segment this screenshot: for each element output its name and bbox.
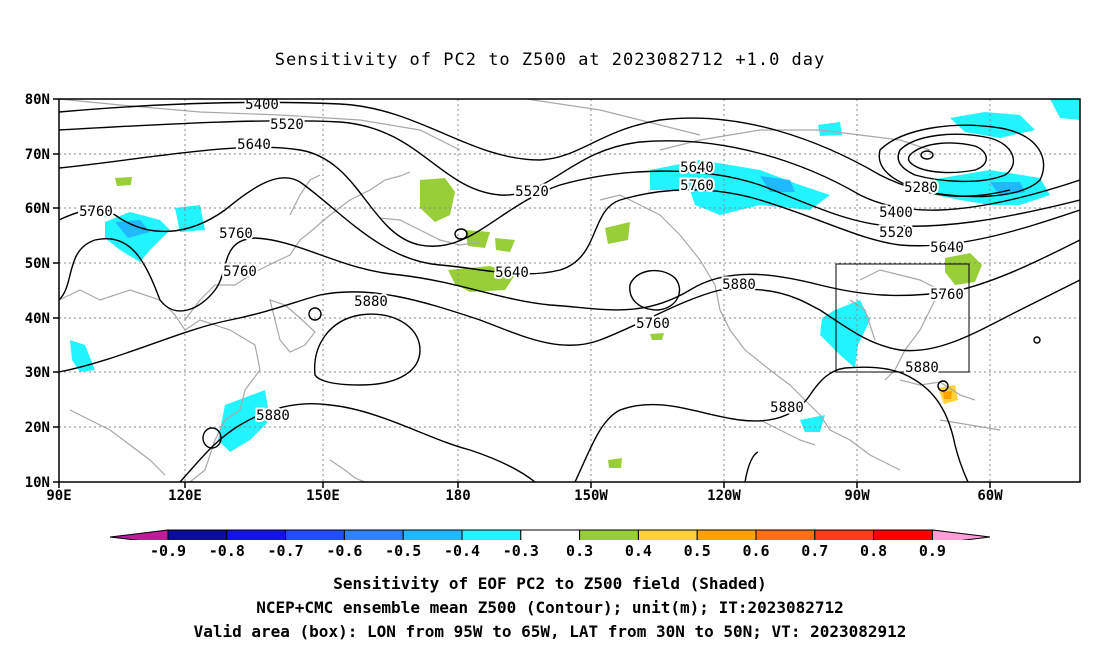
z500-contours: [59, 101, 1080, 482]
contour-label: 5280: [904, 180, 938, 196]
colorbar-swatch: [637, 529, 698, 540]
colorbar-high-arrow: [931, 529, 991, 540]
lat-label: 10N: [25, 475, 50, 491]
contour-label: 5400: [245, 97, 279, 113]
colorbar-swatch: [579, 529, 639, 540]
colorbar: [109, 529, 991, 540]
lon-label: 180: [445, 488, 470, 504]
contour-label: 5760: [223, 264, 257, 280]
sensitivity-map: 5400 5520 5640 5760 5760 5760 5520 5640 …: [25, 92, 1081, 540]
colorbar-swatch: [226, 529, 287, 540]
colorbar-tick-label: -0.3: [502, 542, 539, 560]
lat-label: 20N: [25, 420, 50, 436]
colorbar-swatch: [285, 529, 345, 540]
colorbar-tick-label: -0.9: [149, 542, 187, 560]
contour-label: 5760: [79, 204, 113, 220]
contour-label: 5760: [930, 287, 964, 303]
colorbar-swatch: [755, 529, 816, 540]
contour-label: 5400: [879, 205, 913, 221]
contour-label: 5640: [680, 160, 714, 176]
colorbar-tick-label: 0.5: [683, 542, 711, 560]
lon-label: 60W: [977, 488, 1003, 504]
contour-label: 5640: [237, 137, 271, 153]
colorbar-tick-label: 0.3: [566, 542, 594, 560]
contour-label: 5520: [270, 117, 304, 133]
colorbar-swatch: [343, 529, 404, 540]
map-title: Sensitivity of PC2 to Z500 at 2023082712…: [274, 50, 826, 70]
lon-label: 120E: [168, 488, 202, 504]
lat-label: 50N: [25, 256, 50, 272]
contour-label: 5880: [722, 277, 756, 293]
contour-label: 5760: [219, 226, 253, 242]
lat-label: 80N: [25, 92, 50, 108]
colorbar-tick-label: 0.7: [801, 542, 829, 560]
contour-label: 5760: [636, 316, 670, 332]
lat-label: 40N: [25, 311, 50, 327]
map-frame: [58, 98, 1081, 483]
contour-label: 5760: [680, 178, 714, 194]
colorbar-tick-label: -0.5: [385, 542, 422, 560]
graticule: [59, 99, 1080, 482]
axis-ticks: [53, 98, 991, 488]
lon-label: 150W: [574, 488, 608, 504]
colorbar-tick-label: -0.8: [208, 542, 245, 560]
colorbar-tick-label: 0.6: [742, 542, 770, 560]
colorbar-swatch: [461, 529, 522, 540]
colorbar-tick-label: 0.9: [918, 542, 946, 560]
lon-label: 90E: [46, 488, 71, 504]
caption-line-2: NCEP+CMC ensemble mean Z500 (Contour); u…: [256, 598, 844, 617]
colorbar-swatch: [873, 529, 933, 540]
lat-label: 30N: [25, 365, 50, 381]
contour-label: 5880: [770, 400, 804, 416]
colorbar-swatch: [167, 529, 228, 540]
colorbar-swatch: [402, 529, 463, 540]
contour-label: 5880: [256, 408, 290, 424]
contour-label: 5880: [354, 294, 388, 310]
lat-label: 60N: [25, 201, 50, 217]
lon-label: 90W: [844, 488, 870, 504]
lon-label: 120W: [707, 488, 741, 504]
colorbar-swatch: [520, 529, 581, 540]
colorbar-tick-label: -0.7: [267, 542, 304, 560]
colorbar-tick-label: 0.4: [624, 542, 652, 560]
colorbar-swatch: [696, 529, 757, 540]
colorbar-swatch: [814, 529, 875, 540]
contour-label: 5520: [515, 184, 549, 200]
contour-label: 5640: [495, 265, 529, 281]
colorbar-tick-label: 0.8: [860, 542, 888, 560]
colorbar-tick-label: -0.4: [443, 542, 481, 560]
lon-label: 150E: [306, 488, 340, 504]
contour-label: 5760: [930, 287, 964, 303]
contour-label: 5880: [905, 360, 939, 376]
caption-line-3: Valid area (box): LON from 95W to 65W, L…: [193, 622, 907, 641]
valid-area-box: [835, 263, 970, 373]
colorbar-tick-label: -0.6: [326, 542, 363, 560]
caption-line-1: Sensitivity of EOF PC2 to Z500 field (Sh…: [333, 574, 767, 593]
coastlines: [59, 99, 1001, 482]
lat-label: 70N: [25, 147, 50, 163]
colorbar-low-arrow: [109, 529, 169, 540]
contour-label: 5640: [930, 240, 964, 256]
contour-label: 5520: [879, 225, 913, 241]
